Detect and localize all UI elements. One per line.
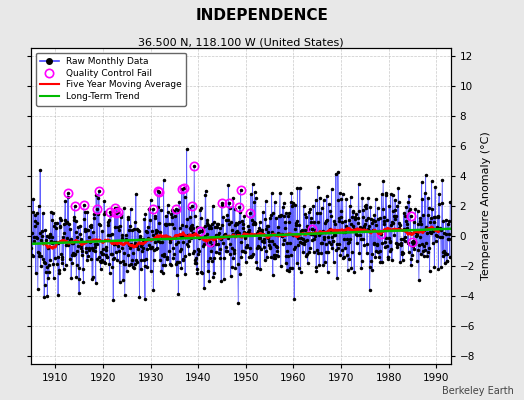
Text: INDEPENDENCE: INDEPENDENCE [195, 8, 329, 23]
Legend: Raw Monthly Data, Quality Control Fail, Five Year Moving Average, Long-Term Tren: Raw Monthly Data, Quality Control Fail, … [36, 52, 186, 106]
Title: 36.500 N, 118.100 W (United States): 36.500 N, 118.100 W (United States) [138, 37, 344, 47]
Y-axis label: Temperature Anomaly (°C): Temperature Anomaly (°C) [481, 132, 490, 280]
Text: Berkeley Earth: Berkeley Earth [442, 386, 514, 396]
